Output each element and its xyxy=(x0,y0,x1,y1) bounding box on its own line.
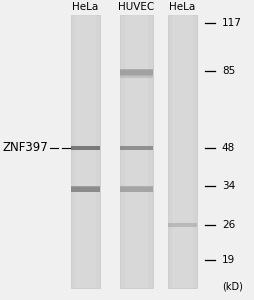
Bar xyxy=(119,75,152,78)
Bar xyxy=(71,186,100,188)
Bar xyxy=(119,146,152,150)
Text: (kD): (kD) xyxy=(221,281,242,291)
Text: HeLa: HeLa xyxy=(169,2,195,12)
Bar xyxy=(71,146,100,150)
Text: ZNF397: ZNF397 xyxy=(3,141,48,154)
Bar xyxy=(119,69,152,70)
Bar xyxy=(71,186,100,192)
Text: HeLa: HeLa xyxy=(72,2,98,12)
Bar xyxy=(167,15,196,288)
Bar xyxy=(75,15,95,288)
Bar xyxy=(119,186,152,192)
Text: 85: 85 xyxy=(221,66,234,76)
Text: 117: 117 xyxy=(221,19,241,28)
Bar xyxy=(124,15,147,288)
Text: 19: 19 xyxy=(221,255,234,265)
Text: 26: 26 xyxy=(221,220,234,230)
Bar xyxy=(71,15,100,288)
Text: 34: 34 xyxy=(221,181,234,191)
Bar xyxy=(119,69,152,76)
Text: 48: 48 xyxy=(221,143,234,153)
Bar xyxy=(171,15,192,288)
Text: HUVEC: HUVEC xyxy=(118,2,154,12)
Bar xyxy=(119,75,152,76)
Bar xyxy=(119,186,152,188)
Bar xyxy=(119,15,152,288)
Bar xyxy=(167,223,196,226)
